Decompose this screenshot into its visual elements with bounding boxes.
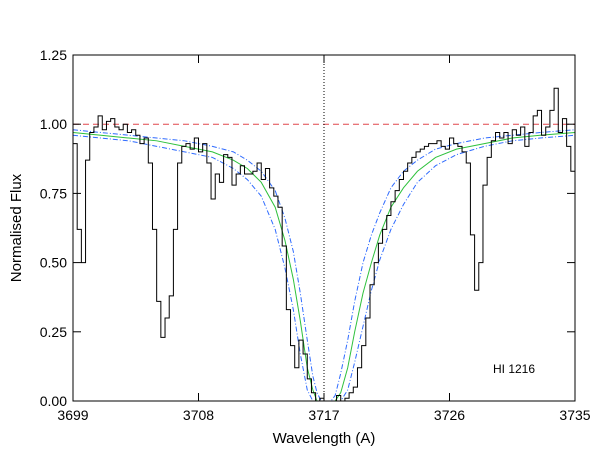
y-tick-label: 0.25 (40, 324, 67, 340)
x-tick-label: 3735 (559, 407, 590, 423)
y-axis-title: Normalised Flux (8, 173, 25, 282)
x-axis: 3699 3708 3717 3726 3735 (57, 55, 591, 423)
y-tick-label: 1.00 (40, 116, 67, 132)
x-tick-label: 3726 (434, 407, 465, 423)
fit-upper-bound-line (73, 129, 575, 401)
y-tick-label: 0.50 (40, 255, 67, 271)
best-fit-profile-line (73, 132, 575, 401)
y-tick-label: 1.25 (40, 47, 67, 63)
y-tick-label: 0.00 (40, 393, 67, 409)
y-tick-label: 0.75 (40, 185, 67, 201)
x-tick-label: 3717 (308, 407, 339, 423)
x-tick-label: 3708 (183, 407, 214, 423)
fit-lower-bound-line (73, 134, 575, 401)
x-tick-label: 3699 (57, 407, 88, 423)
x-axis-title: Wavelength (A) (273, 430, 376, 447)
line-annotation: HI 1216 (493, 362, 535, 376)
reference-lines (73, 55, 575, 401)
y-axis: 0.00 0.25 0.50 0.75 1.00 1.25 (40, 47, 575, 409)
